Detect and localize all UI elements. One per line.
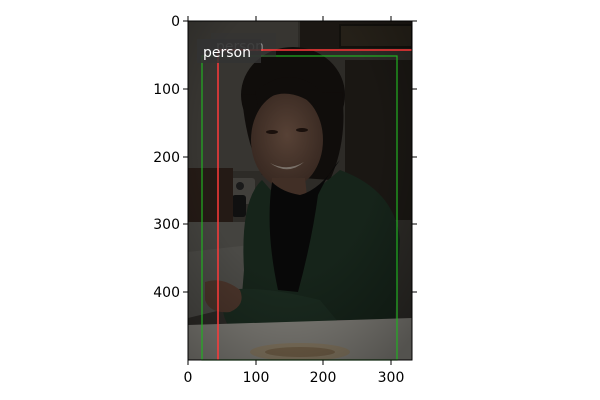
x-tick-label: 200 <box>310 370 337 386</box>
y-tick-label: 200 <box>153 150 180 166</box>
prediction-box-person: person <box>197 39 412 360</box>
photo <box>188 21 412 360</box>
prediction-label: person <box>203 45 251 61</box>
x-axis: 0 100 200 300 <box>184 16 405 386</box>
axes-frame <box>187 20 413 361</box>
y-tick-label: 100 <box>153 82 180 98</box>
x-tick-label: 100 <box>243 370 270 386</box>
y-tick-label: 300 <box>153 217 180 233</box>
x-tick-label: 0 <box>184 370 193 386</box>
x-tick-label: 300 <box>378 370 405 386</box>
y-axis: 0 100 200 300 400 <box>153 14 417 301</box>
y-tick-label: 400 <box>153 285 180 301</box>
y-tick-label: 0 <box>171 14 180 30</box>
